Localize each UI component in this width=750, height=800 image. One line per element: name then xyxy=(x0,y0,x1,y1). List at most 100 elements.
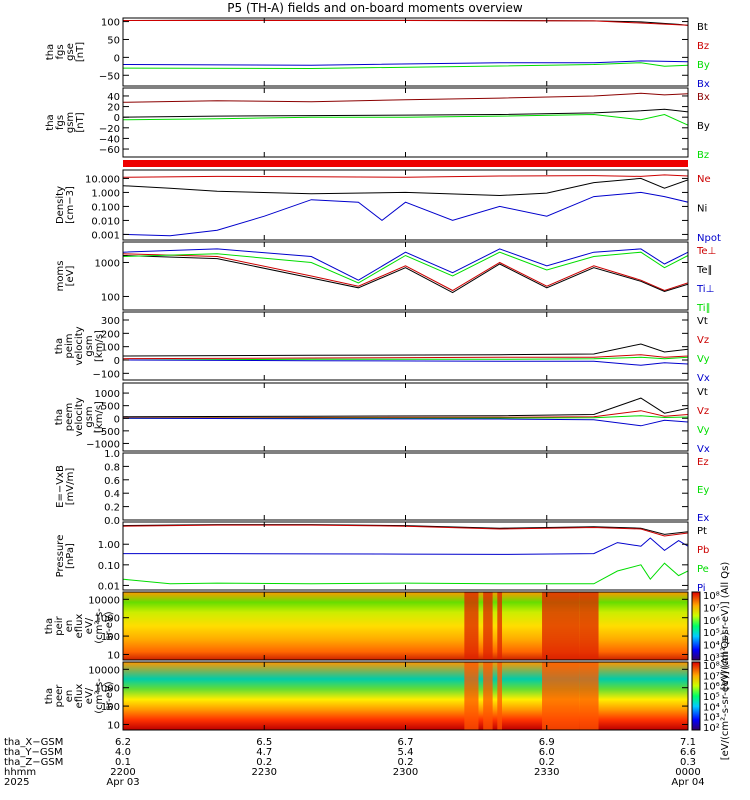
y-axis-label: E=−VxB xyxy=(55,465,66,508)
y-tick-label: 0.2 xyxy=(104,503,120,514)
heatmap-burst xyxy=(579,592,599,660)
colorbar-tick-label: 10⁵ xyxy=(703,692,720,703)
y-axis-label: eflux xyxy=(74,614,85,639)
y-tick-label: 10000 xyxy=(88,595,120,606)
series-line-moms-Ti⊥ xyxy=(123,248,688,281)
panel-peim: 300 200 100 0 −100 tha peim velocity gsm [km/s] Vt… xyxy=(54,311,710,384)
legend-label-moms: Te∥ xyxy=(696,265,713,276)
y-axis-label: tha xyxy=(45,44,56,60)
colorbar-tick-label: 10⁴ xyxy=(703,702,720,713)
colorbar-tick-label: 10² xyxy=(703,723,720,734)
y-tick-label: 1000 xyxy=(95,258,120,269)
y-axis-label: tha xyxy=(54,338,65,354)
series-line-pressure-Pt xyxy=(123,524,688,535)
y-axis-label: fgs xyxy=(55,44,66,59)
y-tick-label: −500 xyxy=(93,427,120,438)
series-line-pressure-Pe xyxy=(123,562,688,585)
y-tick-label: −40 xyxy=(99,134,120,145)
heatmap-burst xyxy=(483,592,493,660)
heatmap-burst xyxy=(542,592,580,660)
y-axis-label: gsm xyxy=(84,335,95,356)
x-row-label: tha_Y−GSM xyxy=(4,747,63,758)
y-tick-label: −1000 xyxy=(86,439,120,450)
heatmap-fill xyxy=(123,662,688,730)
y-axis-label: [km/s] xyxy=(94,330,105,362)
y-tick-label: 20 xyxy=(107,103,120,114)
heatmap-fill xyxy=(123,592,688,660)
legend-label-fgs_gsm: By xyxy=(697,121,710,132)
y-tick-label: 0 xyxy=(114,53,120,64)
y-tick-label: 0.010 xyxy=(91,216,120,227)
y-axis-label: Pressure xyxy=(55,535,66,578)
colorbar-tick-label: 10⁸ xyxy=(703,591,720,602)
series-line-peem-Vx xyxy=(123,417,688,427)
colorbar-tick-label: 10³ xyxy=(703,713,720,724)
legend-label-peim: Vx xyxy=(697,373,710,384)
y-tick-label: 10 xyxy=(107,720,120,731)
y-tick-label: −50 xyxy=(99,71,120,82)
figure-title: P5 (TH-A) fields and on-board moments ov… xyxy=(227,1,523,15)
series-line-density-Ni xyxy=(123,177,688,197)
x-row-label: tha_X−GSM xyxy=(4,737,63,748)
legend-label-fgs_gsm: Bx xyxy=(697,92,710,103)
y-axis-label: peem xyxy=(64,403,75,431)
legend-label-moms: Te⊥ xyxy=(696,246,716,257)
y-tick-label: 0 xyxy=(114,414,120,425)
y-axis-label: gsm xyxy=(65,112,76,133)
series-line-fgs_gse-Bx xyxy=(123,60,688,66)
legend-label-efield: Ex xyxy=(697,513,709,524)
series-line-peim-Vx xyxy=(123,359,688,366)
y-tick-label: 100 xyxy=(101,18,120,29)
legend-label-fgs_gse: Bt xyxy=(697,22,708,33)
panel-efield: 1.0 0.8 0.6 0.4 0.2 0.0 E=−VxB [mV/m] Ez Ey Ex xyxy=(55,449,709,527)
y-axis-label: [nT] xyxy=(75,42,86,62)
y-axis-label: (cm²-s- xyxy=(94,608,105,644)
y-tick-label: 1000 xyxy=(95,614,120,625)
y-tick-label: 1000 xyxy=(95,389,120,400)
y-tick-label: 10.000 xyxy=(85,174,120,185)
x-tick-label: 5.4 xyxy=(398,747,414,758)
y-axis-label: [cm−3] xyxy=(65,186,76,224)
legend-label-moms: Ti∥ xyxy=(696,303,711,314)
y-axis-label: [eV] xyxy=(65,266,76,287)
legend-label-pressure: Pb xyxy=(697,545,709,556)
series-line-fgs_gse-By xyxy=(123,62,688,70)
colorbar-tick-label: 10⁷ xyxy=(703,671,720,682)
panel-peir: 10000 1000 100 10 tha peir en eflux eV/(cm²-s-sr… xyxy=(44,591,689,661)
series-line-peim-Vy xyxy=(123,356,688,361)
colorbar-tick-label: 10⁷ xyxy=(703,603,720,614)
y-tick-label: 0 xyxy=(114,356,120,367)
series-line-fgs_gsm-Bx xyxy=(123,92,688,103)
y-axis-label: [nPa] xyxy=(65,543,76,569)
y-tick-label: 300 xyxy=(101,316,120,327)
x-tick-label: 7.1 xyxy=(680,737,696,748)
y-axis-label: Density xyxy=(55,186,66,224)
series-line-moms-Te⊥ xyxy=(123,253,688,292)
x-row-label: 2025 xyxy=(4,777,29,788)
y-axis-label: sr-eV) xyxy=(104,681,115,710)
panel-density: 10.000 1.000 0.100 0.010 0.001 Density [cm−3] N… xyxy=(55,169,721,244)
series-line-peim-Vt xyxy=(123,343,688,357)
x-tick-label: Apr 04 xyxy=(671,777,704,788)
legend-label-efield: Ey xyxy=(697,485,709,496)
x-tick-label: 0.2 xyxy=(398,757,414,768)
y-tick-label: 1.00 xyxy=(98,540,120,551)
heatmap-burst xyxy=(497,662,503,730)
legend-label-density: Ni xyxy=(697,203,707,214)
heatmap-burst xyxy=(542,662,580,730)
panel-moms: 1000 100 moms [eV] Te⊥ Te∥ Ti⊥ Ti∥ xyxy=(55,241,716,314)
legend-label-fgs_gse: Bz xyxy=(697,41,709,52)
y-axis-label: gse xyxy=(65,43,76,61)
x-tick-label: 2200 xyxy=(110,767,135,778)
colorbar-strip xyxy=(691,591,701,661)
y-tick-label: 0.100 xyxy=(91,202,120,213)
y-tick-label: 0.10 xyxy=(98,561,120,572)
series-line-fgs_gsm-By xyxy=(123,108,688,118)
heatmap-burst xyxy=(464,592,479,660)
series-line-density-Ne xyxy=(123,174,688,178)
panel-frame xyxy=(122,452,689,521)
x-tick-label: 2330 xyxy=(534,767,559,778)
